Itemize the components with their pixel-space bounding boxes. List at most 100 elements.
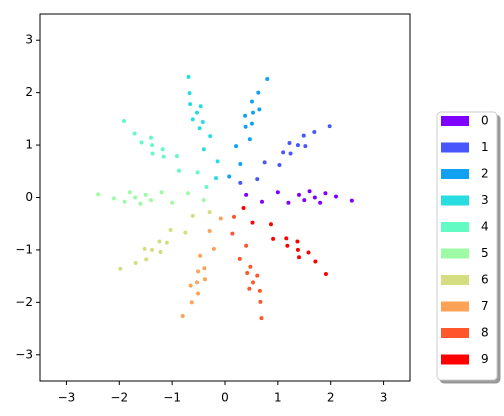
point (247, 137, 252, 142)
point (249, 99, 254, 104)
point (194, 110, 199, 115)
legend-swatch (441, 195, 469, 206)
point (168, 228, 173, 233)
point (257, 288, 262, 293)
point (208, 134, 213, 139)
point (247, 286, 252, 291)
point (195, 170, 200, 175)
y-tick-label: −3 (15, 347, 33, 361)
point (251, 280, 256, 285)
point (302, 198, 307, 203)
point (150, 151, 155, 156)
point (160, 147, 165, 152)
point (198, 104, 203, 109)
point (150, 247, 155, 252)
point (157, 239, 162, 244)
point (183, 230, 188, 235)
point (301, 133, 306, 138)
point (313, 259, 318, 264)
point (275, 190, 280, 195)
point (180, 313, 185, 318)
point (142, 246, 147, 251)
point (188, 102, 193, 107)
point (287, 140, 292, 145)
point (127, 190, 132, 195)
point (96, 192, 101, 197)
x-tick-label: −1 (163, 391, 181, 405)
point (318, 200, 323, 205)
y-tick-label: −1 (15, 242, 33, 256)
point (186, 74, 191, 79)
point (227, 174, 232, 179)
point (297, 255, 301, 260)
point (143, 192, 148, 197)
point (238, 180, 243, 185)
point (323, 191, 328, 196)
legend-swatch (441, 301, 469, 312)
point (303, 144, 308, 149)
point (144, 257, 149, 262)
plot-area (40, 14, 410, 381)
legend-swatch (441, 169, 469, 179)
point (323, 272, 328, 277)
point (248, 264, 253, 269)
point (202, 266, 207, 271)
point (150, 143, 155, 148)
legend-label: 2 (481, 167, 489, 181)
point (133, 195, 138, 200)
legend-swatch (441, 275, 469, 285)
point (237, 256, 242, 261)
point (230, 231, 235, 236)
point (251, 110, 256, 115)
point (312, 129, 317, 134)
point (259, 316, 264, 321)
point (250, 220, 255, 225)
y-tick-label: 2 (25, 85, 33, 99)
point (334, 194, 338, 199)
point (196, 291, 201, 296)
point (112, 196, 116, 201)
point (196, 269, 201, 274)
point (243, 113, 248, 118)
point (198, 253, 203, 258)
point (118, 266, 123, 271)
points (96, 74, 354, 321)
point (295, 247, 300, 252)
point (257, 107, 262, 112)
point (285, 243, 290, 248)
x-tick-label: 3 (380, 391, 388, 405)
point (238, 161, 243, 166)
point (249, 121, 254, 126)
point (214, 176, 219, 181)
point (164, 240, 169, 245)
x-tick-label: 2 (327, 391, 335, 405)
point (277, 162, 282, 167)
point (159, 190, 164, 195)
point (201, 198, 206, 203)
point (260, 199, 264, 204)
legend-label: 7 (481, 299, 489, 313)
point (281, 150, 286, 155)
point (194, 280, 199, 285)
point (149, 198, 153, 203)
legend-swatch (441, 328, 469, 338)
point (234, 144, 239, 149)
point (286, 200, 291, 205)
legend-label: 1 (481, 140, 489, 154)
point (271, 236, 276, 241)
y-tick-label: 0 (25, 190, 33, 204)
legend-swatch (441, 222, 469, 232)
point (188, 283, 193, 288)
point (207, 210, 212, 215)
point (268, 222, 273, 227)
point (138, 201, 143, 206)
legend-label: 9 (481, 352, 489, 366)
legend-swatch (441, 116, 469, 126)
point (187, 91, 192, 96)
point (161, 154, 166, 159)
point (284, 236, 289, 241)
point (149, 135, 153, 140)
legend-label: 5 (481, 246, 489, 260)
point (256, 90, 261, 95)
